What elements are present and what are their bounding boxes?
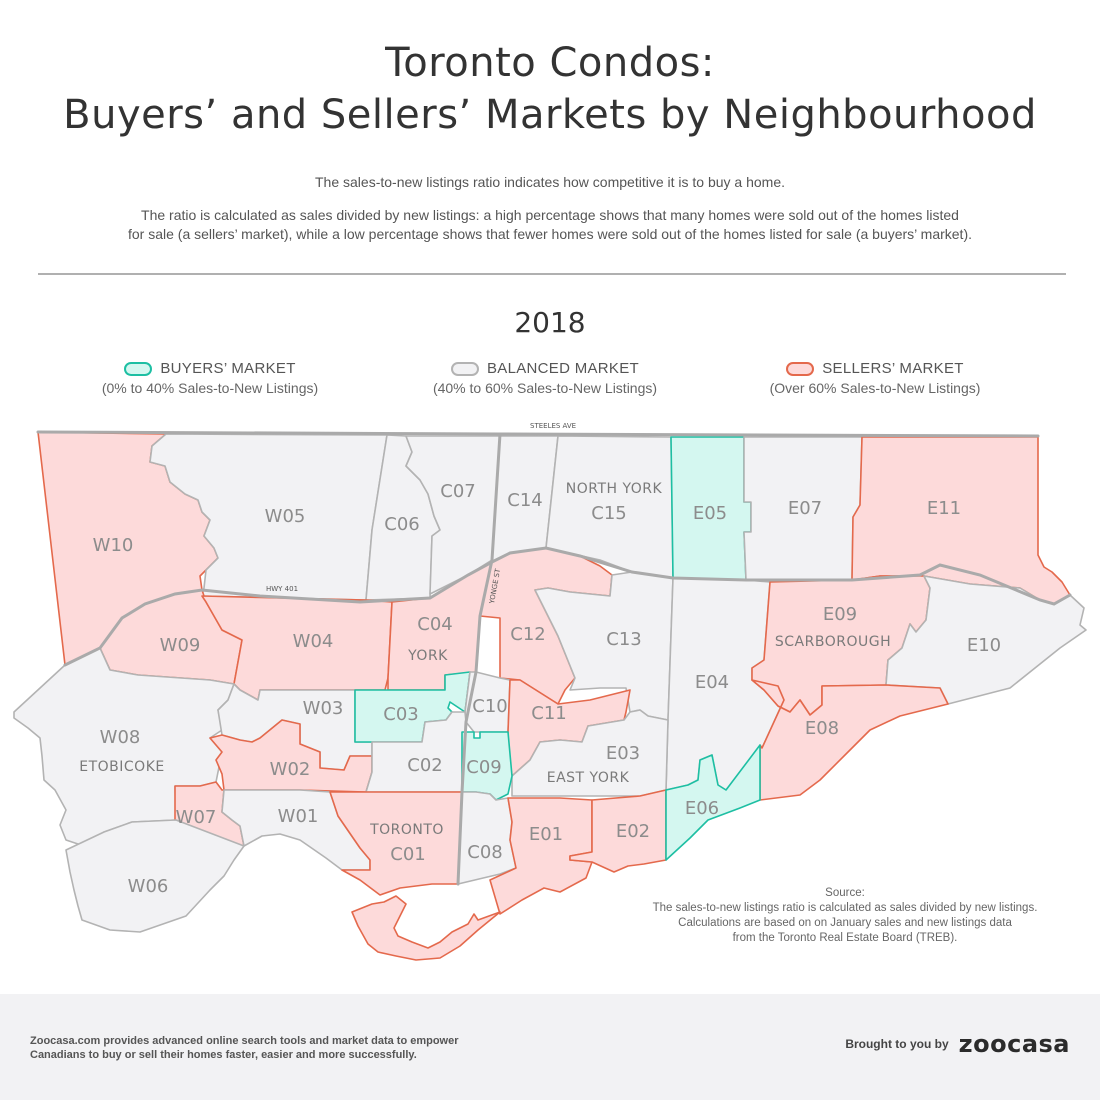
label-C09: C09 [466,757,501,778]
title-line-1: Toronto Condos: [385,40,715,86]
intro-explanation-line-1: The ratio is calculated as sales divided… [141,207,959,223]
label-E03: E03 [606,743,640,764]
label-W10: W10 [93,535,134,556]
label-E10: E10 [967,635,1001,656]
label-C13: C13 [606,629,641,650]
label-C14: C14 [507,490,542,511]
label-C01: C01 [390,844,425,865]
legend-label: BALANCED MARKET [486,360,640,377]
source-note: Source: The sales-to-new listings ratio … [600,886,1090,946]
label-E09: E09 [823,604,857,625]
intro-explanation: The ratio is calculated as sales divided… [0,206,1100,244]
steeles-ave-label: STEELES AVE [530,422,576,430]
label-C03: C03 [383,704,418,725]
source-line: from the Toronto Real Estate Board (TREB… [732,932,958,944]
source-line: Calculations are based on on January sal… [678,917,1012,929]
label-E05: E05 [693,503,727,524]
label-C04: C04 [417,614,452,635]
source-line: The sales-to-new listings ratio is calcu… [652,902,1038,914]
label-W09: W09 [160,635,201,656]
legend-label: BUYERS’ MARKET [160,360,296,377]
divider [38,273,1066,275]
footer-description-line: Zoocasa.com provides advanced online sea… [30,1035,459,1047]
district-C08[interactable] [457,791,517,885]
toronto-islands [351,895,501,961]
label-W08: W08 [100,727,141,748]
label-C10: C10 [472,696,507,717]
legend-sellers: SELLERS’ MARKET (Over 60% Sales-to-New L… [730,360,1020,396]
label-E07: E07 [788,498,822,519]
label-E02: E02 [616,821,650,842]
brought-by-text: Brought to you by [845,1037,949,1051]
label-C06: C06 [384,514,419,535]
legend-balanced: BALANCED MARKET (40% to 60% Sales-to-New… [390,360,700,396]
district-E06[interactable] [665,744,761,861]
label-W07: W07 [176,807,217,828]
source-heading: Source: [825,887,865,899]
area-label-north-york: NORTH YORK [566,481,663,497]
label-W06: W06 [128,876,169,897]
label-E04: E04 [695,672,729,693]
footer-description: Zoocasa.com provides advanced online sea… [30,1034,459,1062]
footer: Zoocasa.com provides advanced online sea… [0,994,1100,1100]
label-W04: W04 [293,631,334,652]
title-line-2: Buyers’ and Sellers’ Markets by Neighbou… [63,92,1037,138]
hwy-401-road [63,546,1072,667]
year-heading: 2018 [514,306,586,339]
legend-range: (0% to 40% Sales-to-New Listings) [101,380,319,396]
area-label-york: YORK [407,648,448,664]
area-label-scarborough: SCARBOROUGH [775,634,891,650]
label-W01: W01 [278,806,319,827]
balanced-swatch-icon [450,361,479,376]
legend-range: (40% to 60% Sales-to-New Listings) [432,380,658,396]
district-E08[interactable] [751,679,949,801]
sellers-swatch-icon [786,361,815,376]
footer-description-line: Canadians to buy or sell their homes fas… [30,1049,417,1061]
intro-explanation-line-2: for sale (a sellers’ market), while a lo… [128,226,972,242]
yonge-st-road [456,432,502,886]
label-C02: C02 [407,755,442,776]
district-E03[interactable] [511,709,669,797]
legend-range: (Over 60% Sales-to-New Listings) [769,380,981,396]
label-C07: C07 [440,481,475,502]
label-C12: C12 [510,624,545,645]
area-label-toronto: TORONTO [369,822,444,838]
brought-by: Brought to you by zoocasa [845,1030,1070,1058]
label-E11: E11 [927,498,961,519]
label-C11: C11 [531,703,566,724]
label-C15: C15 [591,503,626,524]
label-W02: W02 [270,759,311,780]
label-E06: E06 [685,798,719,819]
district-W02[interactable] [209,719,373,793]
label-E08: E08 [805,718,839,739]
label-W05: W05 [265,506,306,527]
label-C08: C08 [467,842,502,863]
area-label-east-york: EAST YORK [547,770,630,786]
legend-label: SELLERS’ MARKET [822,360,964,377]
area-label-etobicoke: ETOBICOKE [79,759,164,775]
buyers-swatch-icon [124,361,153,376]
zoocasa-logo[interactable]: zoocasa [958,1030,1070,1058]
label-E01: E01 [529,824,563,845]
toronto-map: STEELES AVE HWY 401 YONGE ST W10 W05 C06… [13,422,1087,961]
district-E02[interactable] [569,789,667,873]
district-W06[interactable] [65,819,245,933]
label-W03: W03 [303,698,344,719]
intro-text: The sales-to-new listings ratio indicate… [315,174,785,190]
legend-buyers: BUYERS’ MARKET (0% to 40% Sales-to-New L… [60,360,360,396]
hwy-401-label: HWY 401 [266,585,298,593]
